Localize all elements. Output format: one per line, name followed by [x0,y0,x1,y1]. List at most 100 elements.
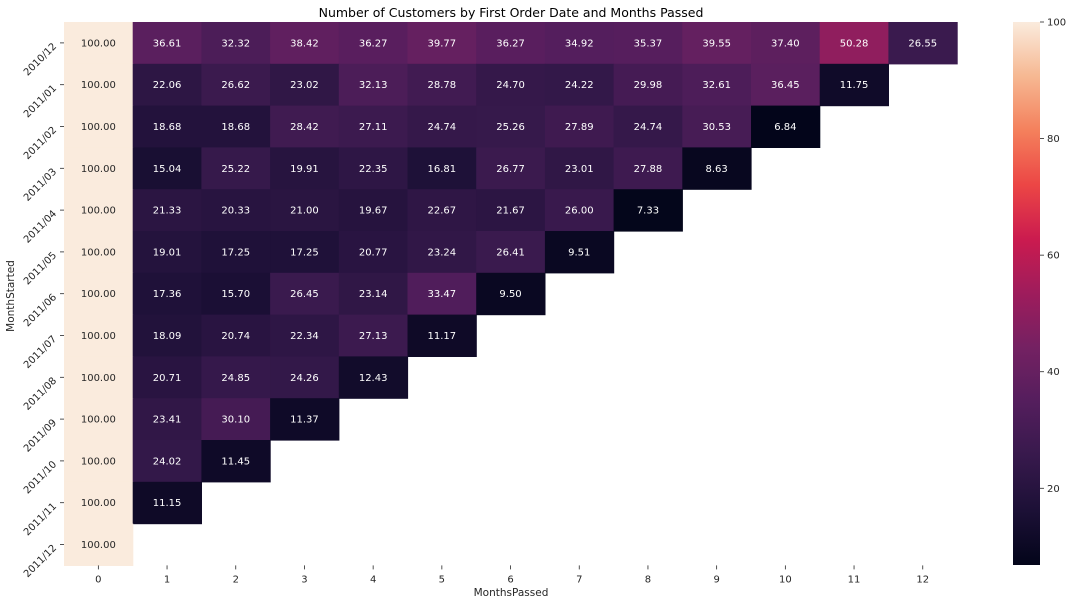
cell-value-label: 22.06 [153,80,182,91]
heatmap-cell [476,272,546,316]
heatmap-cell [270,356,340,399]
heatmap-cell [64,63,134,107]
heatmap-cell [201,272,271,316]
heatmap-cell [407,22,477,65]
heatmap-cell [613,189,683,232]
cell-value-label: 100.00 [81,456,116,467]
cell-value-label: 6.84 [774,122,796,133]
cell-value-label: 24.85 [221,373,250,384]
cell-value-label: 19.01 [153,247,182,258]
heatmap-cell [270,147,340,190]
heatmap-cell [476,105,546,148]
heatmap-cell [682,105,752,148]
heatmap-cell [338,147,409,190]
y-tick-labels: 2010/12 2011/01 2011/02 2011/03 2011/04 2011/… [22,41,64,580]
heatmap-cell [201,189,271,232]
heatmap-cell [476,231,546,274]
heatmap-cell [64,356,134,399]
cell-value-label: 21.67 [496,206,525,217]
chart-title: Number of Customers by First Order Date … [319,5,704,20]
heatmap-cell [682,22,752,65]
heatmap-cell [64,523,134,566]
heatmap-cell [888,22,958,65]
y-tick-label: 2011/01 [22,83,59,120]
cell-value-label: 7.33 [637,206,659,217]
cell-value-label: 25.22 [221,164,250,175]
x-tick-label: 7 [576,574,582,585]
cell-value-label: 11.17 [428,331,457,342]
heatmap-cell [819,22,889,65]
cell-value-label: 18.68 [153,122,182,133]
heatmap-cell [201,314,271,357]
y-tick-label: 2011/12 [22,543,59,580]
y-tick-label: 2011/06 [22,292,59,329]
cell-value-label: 100.00 [81,247,116,258]
heatmap-cell [338,356,409,399]
cell-value-label: 24.70 [496,80,525,91]
y-tick-label: 2011/02 [22,125,59,162]
y-tick-label: 2011/04 [22,208,59,245]
heatmap-cell [407,147,477,190]
cell-value-label: 9.51 [568,247,590,258]
cell-value-label: 30.10 [221,415,250,426]
cell-value-label: 19.91 [290,164,319,175]
cell-value-label: 32.13 [359,80,388,91]
heatmap-cell [407,63,477,107]
heatmap-cell [270,231,340,274]
heatmap-cell [544,189,615,232]
cell-value-label: 18.09 [153,331,182,342]
cell-value-label: 21.00 [290,206,319,217]
heatmap-cell [132,231,202,274]
cell-value-label: 100.00 [81,331,116,342]
heatmap-cell [338,105,409,148]
y-axis-label: MonthStarted [5,260,17,332]
heatmap-cell [64,314,134,357]
heatmap-cell [270,105,340,148]
cell-value-label: 36.27 [359,38,388,49]
heatmap-cell [201,356,271,399]
cell-value-label: 11.37 [290,415,319,426]
heatmap-cell [338,63,409,107]
cell-value-label: 27.89 [565,122,594,133]
cell-value-label: 21.33 [153,206,182,217]
cell-value-label: 23.01 [565,164,594,175]
heatmap-cell [407,189,477,232]
heatmap-cell [132,356,202,399]
heatmap-cell [132,440,202,483]
heatmap-cell [338,231,409,274]
colorbar-tick-label: 40 [1047,367,1060,378]
colorbar-tick-label: 100 [1047,18,1066,29]
cell-value-label: 100.00 [81,164,116,175]
x-tick-label: 3 [301,574,307,585]
heatmap-cell [338,272,409,316]
cell-value-label: 33.47 [428,289,457,300]
colorbar-tick-label: 80 [1047,134,1060,145]
cell-value-label: 27.11 [359,122,388,133]
cell-value-label: 32.32 [221,38,250,49]
heatmap-cell [613,105,683,148]
cell-value-label: 11.45 [221,456,250,467]
colorbar-tick-label: 60 [1047,251,1060,262]
y-tick-label: 2011/11 [22,501,59,538]
heatmap-cell [201,398,271,441]
heatmap-cell [132,272,202,316]
cell-value-label: 26.45 [290,289,319,300]
heatmap-cell [201,440,271,483]
cell-value-label: 36.45 [771,80,800,91]
cell-value-label: 26.62 [221,80,250,91]
x-tick-label: 12 [916,574,929,585]
heatmap-cell [544,231,615,274]
y-tick-label: 2011/07 [22,334,59,371]
cell-value-label: 23.41 [153,415,182,426]
heatmap-cell [544,105,615,148]
cell-value-label: 24.74 [634,122,663,133]
cell-value-label: 36.61 [153,38,182,49]
y-tick-label: 2011/08 [22,376,59,413]
cell-value-label: 24.26 [290,373,319,384]
heatmap-cell [64,440,134,483]
heatmap-cell [544,147,615,190]
heatmap-cell [338,314,409,357]
x-tick-label: 10 [779,574,792,585]
cell-value-label: 20.77 [359,247,388,258]
x-tick-label: 0 [95,574,101,585]
